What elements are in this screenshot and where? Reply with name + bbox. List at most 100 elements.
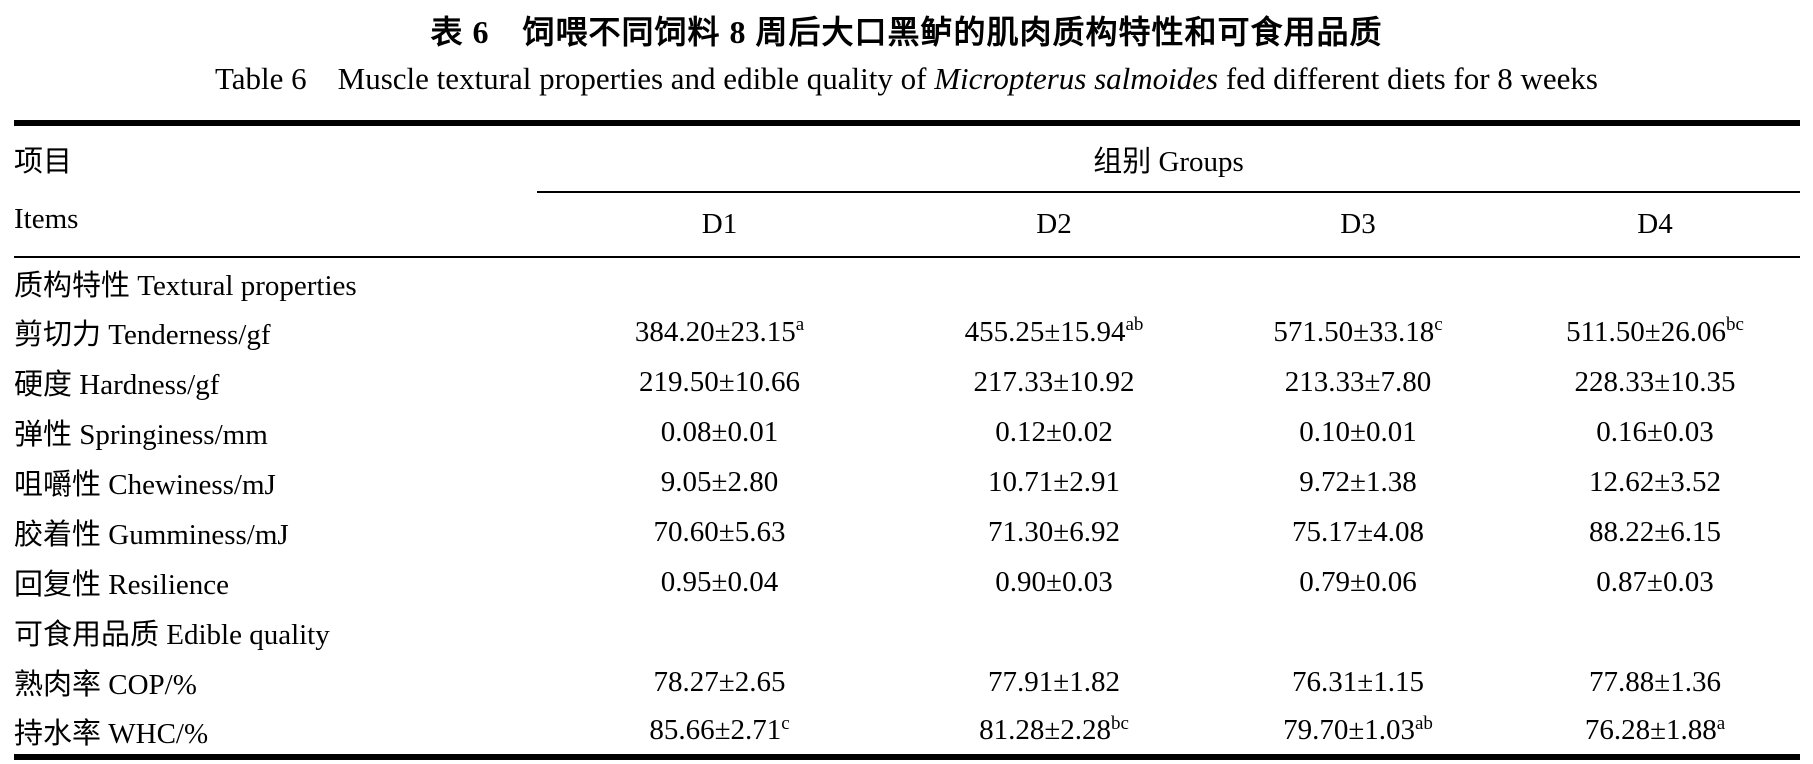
cell-value: 0.87±0.03 bbox=[1510, 557, 1800, 607]
column-header-d1: D1 bbox=[537, 192, 902, 258]
table-row-chewiness: 咀嚼性 Chewiness/mJ 9.05±2.80 10.71±2.91 9.… bbox=[14, 457, 1800, 507]
cell-value: 81.28±2.28bc bbox=[902, 707, 1206, 757]
table-row-whc: 持水率 WHC/% 85.66±2.71c 81.28±2.28bc 79.70… bbox=[14, 707, 1800, 757]
value-text: 10.71±2.91 bbox=[988, 465, 1120, 498]
cell-value: 0.10±0.01 bbox=[1206, 407, 1510, 457]
value-text: 0.08±0.01 bbox=[660, 415, 779, 448]
value-text: 85.66±2.71 bbox=[649, 714, 782, 746]
table-row-resilience: 回复性 Resilience 0.95±0.04 0.90±0.03 0.79±… bbox=[14, 557, 1800, 607]
value-text: 0.87±0.03 bbox=[1596, 565, 1714, 598]
cell-value: 88.22±6.15 bbox=[1510, 507, 1800, 557]
cell-value: 219.50±10.66 bbox=[537, 357, 902, 407]
row-label: 弹性 Springiness/mm bbox=[14, 419, 268, 451]
cell-value: 213.33±7.80 bbox=[1206, 357, 1510, 407]
cell-value: 79.70±1.03ab bbox=[1206, 707, 1510, 757]
cell-value: 10.71±2.91 bbox=[902, 457, 1206, 507]
items-header-cell: 项目 Items bbox=[14, 123, 537, 258]
row-label: 咀嚼性 Chewiness/mJ bbox=[14, 469, 276, 501]
cell-value: 384.20±23.15a bbox=[537, 307, 902, 357]
value-text: 77.88±1.36 bbox=[1589, 665, 1721, 698]
value-text: 228.33±10.35 bbox=[1574, 365, 1736, 398]
value-text: 217.33±10.92 bbox=[973, 365, 1135, 398]
cell-value: 71.30±6.92 bbox=[902, 507, 1206, 557]
header-row-diets: D1 D2 D3 D4 bbox=[14, 192, 1801, 258]
cell-value: 77.91±1.82 bbox=[902, 657, 1206, 707]
value-text: 76.28±1.88 bbox=[1584, 714, 1717, 746]
value-text: 12.62±3.52 bbox=[1589, 465, 1721, 498]
data-table: 项目 Items 组别 Groups D1 D2 D3 D4 质构特性 Text… bbox=[14, 120, 1801, 760]
items-label-cn: 项目 bbox=[14, 146, 73, 178]
cell-value: 85.66±2.71c bbox=[537, 707, 902, 757]
value-text: 213.33±7.80 bbox=[1284, 365, 1432, 398]
cell-value: 217.33±10.92 bbox=[902, 357, 1206, 407]
section-row-textural: 质构特性 Textural properties bbox=[14, 257, 1800, 307]
table-titles: 表 6 饲喂不同饲料 8 周后大口黑鲈的肌肉质构特性和可食用品质 Table 6… bbox=[0, 0, 1813, 120]
value-text: 0.95±0.04 bbox=[660, 565, 779, 598]
cell-value: 0.90±0.03 bbox=[902, 557, 1206, 607]
cell-value: 78.27±2.65 bbox=[537, 657, 902, 707]
value-text: 455.25±15.94 bbox=[964, 315, 1126, 348]
value-text: 571.50±33.18 bbox=[1273, 315, 1435, 348]
cell-value: 0.08±0.01 bbox=[537, 407, 902, 457]
table-row-tenderness: 剪切力 Tenderness/gf 384.20±23.15a 455.25±1… bbox=[14, 307, 1800, 357]
cell-value: 76.28±1.88a bbox=[1510, 707, 1800, 757]
value-text: 79.70±1.03 bbox=[1283, 714, 1415, 746]
row-label: 熟肉率 COP/% bbox=[14, 669, 197, 701]
title-english-prefix: Table 6 Muscle textural properties and e… bbox=[215, 61, 935, 96]
cell-value: 0.95±0.04 bbox=[537, 557, 902, 607]
cell-value: 9.72±1.38 bbox=[1206, 457, 1510, 507]
table-body: 质构特性 Textural properties 剪切力 Tenderness/… bbox=[14, 257, 1800, 757]
significance-superscript: bc bbox=[1725, 314, 1744, 336]
value-text: 75.17±4.08 bbox=[1292, 515, 1424, 548]
value-text: 511.50±26.06 bbox=[1566, 315, 1726, 348]
value-text: 0.90±0.03 bbox=[995, 565, 1113, 598]
cell-value: 12.62±3.52 bbox=[1510, 457, 1800, 507]
cell-value: 77.88±1.36 bbox=[1510, 657, 1800, 707]
significance-superscript: c bbox=[1434, 314, 1443, 336]
species-name-italic: Micropterus salmoides bbox=[934, 61, 1219, 96]
row-label: 硬度 Hardness/gf bbox=[14, 369, 220, 401]
cell-value: 0.79±0.06 bbox=[1206, 557, 1510, 607]
title-english-suffix: fed different diets for 8 weeks bbox=[1218, 61, 1598, 96]
table-header: 项目 Items 组别 Groups D1 D2 D3 D4 bbox=[14, 123, 1801, 258]
significance-superscript: a bbox=[795, 314, 805, 336]
row-label: 持水率 WHC/% bbox=[14, 717, 209, 750]
table-title-english: Table 6 Muscle textural properties and e… bbox=[0, 54, 1813, 104]
table-row-springiness: 弹性 Springiness/mm 0.08±0.01 0.12±0.02 0.… bbox=[14, 407, 1800, 457]
cell-value: 455.25±15.94ab bbox=[902, 307, 1206, 357]
cell-value: 511.50±26.06bc bbox=[1510, 307, 1800, 357]
table-row-gumminess: 胶着性 Gumminess/mJ 70.60±5.63 71.30±6.92 7… bbox=[14, 507, 1800, 557]
row-label: 回复性 Resilience bbox=[14, 569, 230, 601]
cell-value: 9.05±2.80 bbox=[537, 457, 902, 507]
table-title-chinese: 表 6 饲喂不同饲料 8 周后大口黑鲈的肌肉质构特性和可食用品质 bbox=[430, 14, 1383, 50]
significance-superscript: c bbox=[781, 712, 790, 734]
table-row-hardness: 硬度 Hardness/gf 219.50±10.66 217.33±10.92… bbox=[14, 357, 1800, 407]
cell-value: 75.17±4.08 bbox=[1206, 507, 1510, 557]
section-label-textural: 质构特性 Textural properties bbox=[14, 269, 357, 302]
value-text: 0.79±0.06 bbox=[1299, 565, 1417, 598]
table-row-cop: 熟肉率 COP/% 78.27±2.65 77.91±1.82 76.31±1.… bbox=[14, 657, 1800, 707]
header-row-groups: 项目 Items 组别 Groups bbox=[14, 123, 1801, 258]
section-label-edible: 可食用品质 Edible quality bbox=[14, 619, 330, 651]
value-text: 76.31±1.15 bbox=[1292, 665, 1424, 698]
value-text: 9.05±2.80 bbox=[660, 465, 779, 498]
cell-value: 228.33±10.35 bbox=[1510, 357, 1800, 407]
value-text: 9.72±1.38 bbox=[1299, 465, 1417, 498]
value-text: 70.60±5.63 bbox=[653, 515, 786, 548]
row-label: 剪切力 Tenderness/gf bbox=[14, 319, 271, 351]
cell-value: 571.50±33.18c bbox=[1206, 307, 1510, 357]
value-text: 81.28±2.28 bbox=[979, 714, 1111, 746]
value-text: 0.10±0.01 bbox=[1299, 415, 1417, 448]
significance-superscript: ab bbox=[1125, 314, 1144, 336]
column-header-d2: D2 bbox=[902, 192, 1206, 258]
value-text: 78.27±2.65 bbox=[653, 665, 786, 698]
value-text: 219.50±10.66 bbox=[639, 365, 800, 398]
column-header-d3: D3 bbox=[1206, 192, 1510, 258]
value-text: 0.16±0.03 bbox=[1596, 415, 1714, 448]
cell-value: 0.12±0.02 bbox=[902, 407, 1206, 457]
value-text: 77.91±1.82 bbox=[988, 665, 1120, 698]
cell-value: 0.16±0.03 bbox=[1510, 407, 1800, 457]
significance-superscript: a bbox=[1716, 712, 1726, 734]
value-text: 0.12±0.02 bbox=[995, 415, 1113, 448]
